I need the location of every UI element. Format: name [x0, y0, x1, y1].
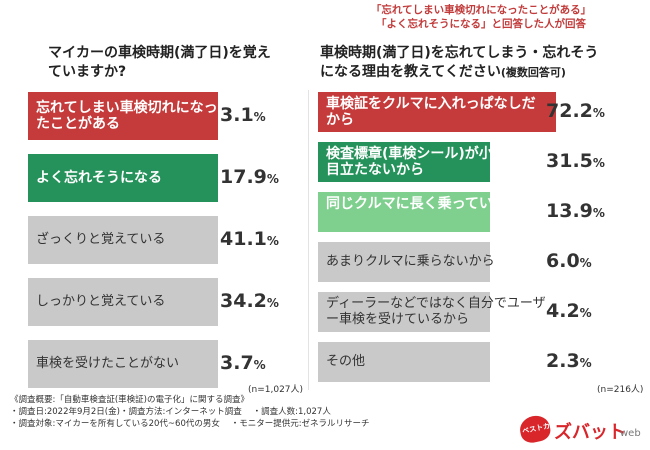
right-bar-5 — [318, 292, 490, 332]
respondent-note-line1: 「忘れてしまい車検切れになったことがある」 — [370, 4, 592, 16]
left-bar-label-4: しっかりと覚えている — [36, 294, 166, 309]
right-bar-value-number-2: 31.5 — [546, 150, 593, 172]
right-bar-1 — [318, 92, 557, 132]
right-chart-title-main: 車検時期(満了日)を忘れてしまう・忘れそうになる理由を教えてください — [320, 45, 599, 80]
left-bar-label-5: 車検を受けたことがない — [36, 356, 180, 371]
right-bar-value-number-1: 72.2 — [546, 100, 593, 122]
footer-line1: 《調査概要:「自動車検査証(車検証)の電子化」に関する調査》 — [10, 395, 249, 405]
right-bar-value-unit-3: % — [592, 206, 605, 220]
right-bar-value-unit-5: % — [579, 306, 592, 320]
right-bar-label-1: 車検証をクルマに入れっぱなしだから — [326, 96, 536, 128]
right-bar-label-4: あまりクルマに乗らないから — [326, 254, 495, 269]
left-bar-value-unit-2: % — [266, 172, 279, 186]
left-bar-value-4: 34.2% — [220, 290, 279, 312]
left-bar-label-3: ざっくりと覚えている — [36, 232, 166, 247]
left-bar-label-2: よく忘れそうになる — [36, 170, 162, 186]
left-bar-value-2: 17.9% — [220, 166, 279, 188]
left-bar-2 — [28, 154, 218, 202]
right-bar-6 — [318, 342, 490, 382]
respondent-note: 「忘れてしまい車検切れになったことがある」 「よく忘れそうになる」と回答した人が… — [336, 3, 626, 31]
logo-web-text: web — [620, 428, 641, 439]
right-bar-value-unit-4: % — [579, 256, 592, 270]
right-bar-label-6: その他 — [326, 354, 366, 369]
right-bar-value-5: 4.2% — [546, 300, 592, 322]
right-bar-value-4: 6.0% — [546, 250, 592, 272]
left-bar-1 — [28, 92, 218, 140]
right-bar-value-number-5: 4.2 — [546, 300, 580, 322]
right-chart-title: 車検時期(満了日)を忘れてしまう・忘れそうになる理由を教えてください(複数回答可… — [320, 44, 600, 82]
left-sample-size: (n=1,027人) — [248, 385, 304, 395]
left-bar-4 — [28, 278, 218, 326]
right-bar-value-number-3: 13.9 — [546, 200, 593, 222]
right-bar-3 — [318, 192, 490, 232]
right-bar-label-5: ディーラーなどではなく自分でユーザー車検を受けているから — [326, 296, 546, 327]
right-bar-value-2: 31.5% — [546, 150, 605, 172]
left-bar-value-unit-4: % — [266, 296, 279, 310]
left-bar-label-1: 忘れてしまい車検切れになったことがある — [36, 100, 218, 132]
right-bar-value-number-4: 6.0 — [546, 250, 580, 272]
right-bar-value-unit-2: % — [592, 156, 605, 170]
left-bar-value-5: 3.7% — [220, 352, 266, 374]
footer-line2b: ・調査人数:1,027人 — [252, 407, 331, 417]
left-bar-5 — [28, 340, 218, 388]
left-bar-value-unit-5: % — [253, 358, 266, 372]
logo-main-text: ズバット — [554, 422, 626, 443]
right-bar-value-3: 13.9% — [546, 200, 605, 222]
right-bar-value-6: 2.3% — [546, 350, 592, 372]
footer-line3a: ・調査対象:マイカーを所有している20代~60代の男女 — [10, 419, 220, 429]
right-bar-label-3: 同じクルマに長く乗っているから — [326, 196, 535, 212]
bestcar-zubat-logo: ベストカー ズバット web — [517, 412, 641, 446]
footer-line2: ・調査日:2022年9月2日(金)・調査方法:インターネット調査 ・調査人数:1… — [10, 406, 370, 418]
left-bar-value-unit-3: % — [266, 234, 279, 248]
panel-divider — [308, 90, 309, 390]
footer-line2a: ・調査日:2022年9月2日(金)・調査方法:インターネット調査 — [10, 407, 242, 417]
left-bar-value-number-2: 17.9 — [220, 166, 267, 188]
right-chart-title-sub: (複数回答可) — [500, 66, 566, 79]
footer-line3: ・調査対象:マイカーを所有している20代~60代の男女 ・モニター提供元:ゼネラ… — [10, 418, 370, 430]
left-chart-title: マイカーの車検時期(満了日)を覚えていますか? — [48, 45, 271, 80]
right-bar-4 — [318, 242, 490, 282]
right-bar-value-unit-1: % — [592, 106, 605, 120]
right-bar-label-2: 検査標章(車検シール)が小さくて目立たないから — [326, 146, 535, 178]
left-bar-3 — [28, 216, 218, 264]
right-bar-value-number-6: 2.3 — [546, 350, 580, 372]
left-bar-value-3: 41.1% — [220, 228, 279, 250]
left-bar-value-number-3: 41.1 — [220, 228, 267, 250]
survey-footer: 《調査概要:「自動車検査証(車検証)の電子化」に関する調査》 ・調査日:2022… — [10, 394, 370, 430]
left-bar-value-number-5: 3.7 — [220, 352, 254, 374]
right-sample-size: (n=216人) — [597, 385, 644, 395]
footer-line3b: ・モニター提供元:ゼネラルリサーチ — [230, 419, 370, 429]
respondent-note-line2: 「よく忘れそうになる」と回答した人が回答 — [376, 18, 586, 30]
right-bar-value-1: 72.2% — [546, 100, 605, 122]
left-bar-value-number-1: 3.1 — [220, 104, 254, 126]
left-bar-value-1: 3.1% — [220, 104, 266, 126]
right-bar-value-unit-6: % — [579, 356, 592, 370]
left-bar-value-unit-1: % — [253, 110, 266, 124]
right-bar-2 — [318, 142, 490, 182]
left-bar-value-number-4: 34.2 — [220, 290, 267, 312]
